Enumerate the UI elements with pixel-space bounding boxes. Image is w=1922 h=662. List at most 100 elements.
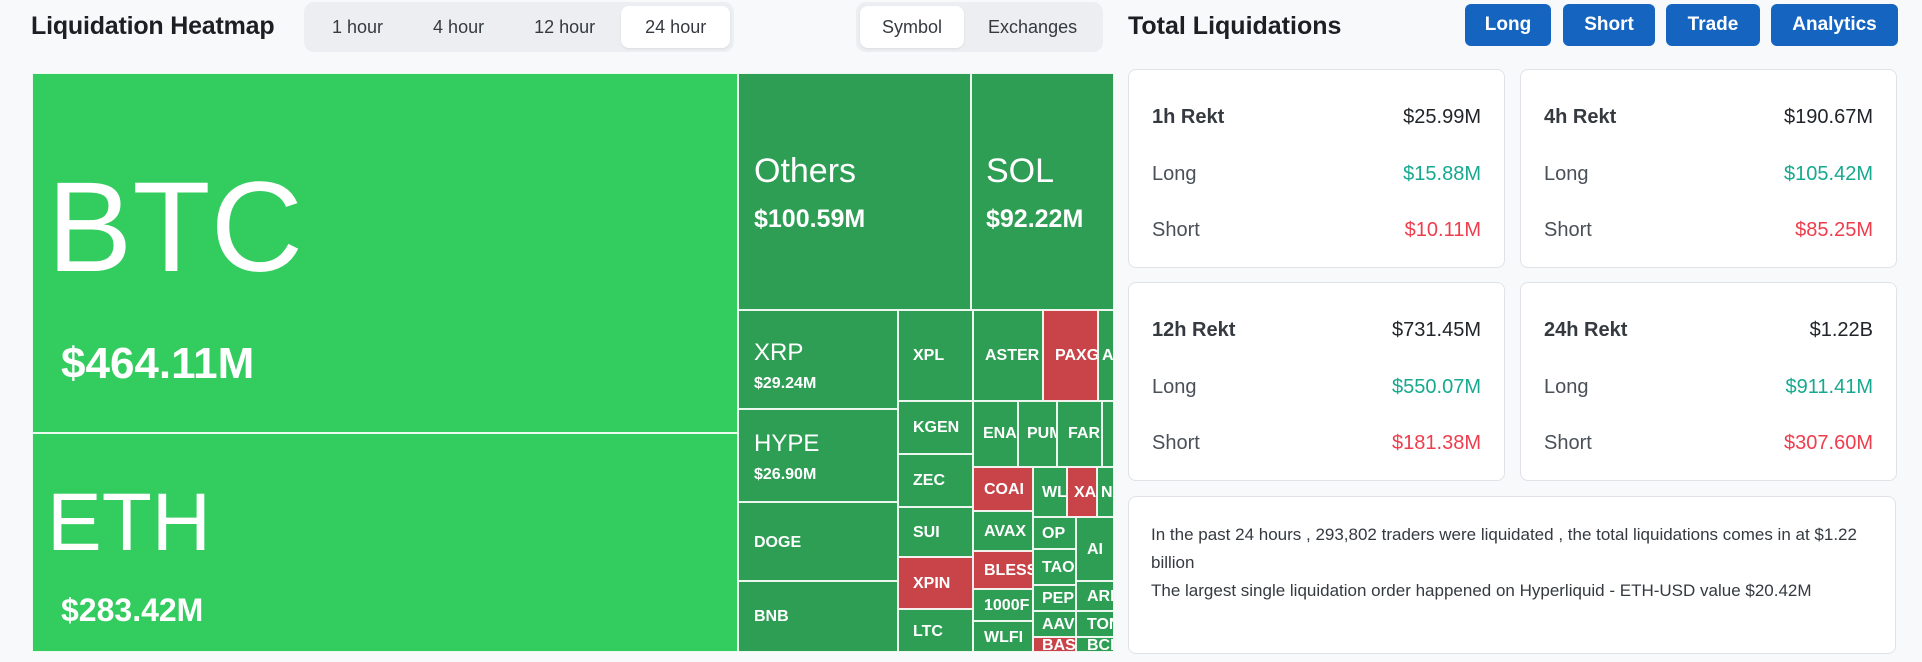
tile-symbol: TON <box>1087 616 1113 633</box>
tile-symbol: A <box>1102 347 1114 364</box>
treemap-tile-n[interactable]: N <box>1097 467 1114 517</box>
short-label: Short <box>1544 432 1592 454</box>
treemap-tile-bnb[interactable]: BNB <box>738 581 898 652</box>
tile-symbol: COAI <box>984 481 1024 498</box>
time-option-24h[interactable]: 24 hour <box>621 6 731 48</box>
treemap-tile-bless[interactable]: BLESS <box>973 551 1033 589</box>
tile-symbol: ZEC <box>913 472 945 489</box>
tile-symbol: FAR <box>1068 425 1100 442</box>
time-option-1h[interactable]: 1 hour <box>332 16 384 37</box>
treemap-tile-coai[interactable]: COAI <box>973 467 1033 511</box>
short-label: Short <box>1152 219 1200 241</box>
tile-symbol: N <box>1101 484 1113 501</box>
tile-symbol: SUI <box>913 524 940 541</box>
treemap-tile-sui[interactable]: SUI <box>898 507 973 557</box>
treemap-tile-bch[interactable]: BCH <box>1076 637 1114 652</box>
treemap-tile-far[interactable]: FAR <box>1057 401 1102 467</box>
treemap-tile-op[interactable]: OP <box>1033 517 1076 549</box>
treemap-tile-kgen[interactable]: KGEN <box>898 401 973 454</box>
analytics-button[interactable]: Analytics <box>1771 4 1898 46</box>
tile-value: $29.24M <box>754 375 817 392</box>
treemap-tile-xpl[interactable]: XPL <box>898 310 973 401</box>
rekt-card-24h: 24h Rekt $1.22B Long $911.41M Short $307.60… <box>1520 282 1897 481</box>
heatmap-title: Liquidation Heatmap <box>31 12 275 40</box>
view-option-symbol[interactable]: Symbol <box>860 6 965 48</box>
treemap-tile-ena[interactable]: ENA <box>973 401 1018 467</box>
view-option-exchanges[interactable]: Exchanges <box>988 16 1078 37</box>
treemap-tile-doge[interactable]: DOGE <box>738 502 898 581</box>
card-total: $190.67M <box>1784 106 1873 128</box>
treemap-tile-hype[interactable]: HYPE $26.90M <box>738 409 898 502</box>
liquidation-treemap: BTC $464.11M ETH $283.42M Others $100.59… <box>32 73 1114 652</box>
treemap-tile-1000f[interactable]: 1000F <box>973 589 1033 621</box>
tile-symbol: ARI <box>1087 588 1114 605</box>
long-button[interactable]: Long <box>1465 4 1551 46</box>
tile-value: $26.90M <box>754 466 817 483</box>
treemap-tile-others[interactable]: Others $100.59M <box>738 73 971 310</box>
treemap-tile-xrp[interactable]: XRP $29.24M <box>738 310 898 409</box>
view-mode-selector: Symbol Exchanges <box>856 2 1104 52</box>
rekt-card-4h: 4h Rekt $190.67M Long $105.42M Short $85.25… <box>1520 69 1897 268</box>
long-value: $550.07M <box>1392 376 1481 398</box>
treemap-tile-ltc[interactable]: LTC <box>898 609 973 652</box>
treemap-tile-tao[interactable]: TAO <box>1033 549 1076 585</box>
treemap-tile-avax[interactable]: AVAX <box>973 511 1033 551</box>
tile-symbol: BTC <box>47 156 303 299</box>
treemap-tile-btc[interactable]: BTC $464.11M <box>32 73 738 433</box>
tile-symbol: 1000F <box>984 597 1030 614</box>
tile-symbol: KGEN <box>913 419 960 436</box>
card-total: $731.45M <box>1392 319 1481 341</box>
short-button[interactable]: Short <box>1563 4 1655 46</box>
treemap-tile-sol[interactable]: SOL $92.22M <box>971 73 1114 310</box>
tile-symbol: SOL <box>986 152 1055 190</box>
short-value: $10.11M <box>1404 219 1481 241</box>
treemap-tile-misc-1[interactable] <box>1102 401 1114 467</box>
tile-value: $100.59M <box>754 205 866 233</box>
long-label: Long <box>1152 163 1197 185</box>
time-option-4h[interactable]: 4 hour <box>433 16 485 37</box>
tile-value: $92.22M <box>986 205 1084 233</box>
tile-symbol: ETH <box>47 477 211 568</box>
card-label: 24h Rekt <box>1544 319 1628 341</box>
card-total: $25.99M <box>1403 106 1481 128</box>
tile-symbol: PAXG <box>1055 347 1098 364</box>
treemap-tile-bas[interactable]: BAS <box>1033 637 1076 652</box>
long-value: $15.88M <box>1403 163 1481 185</box>
short-value: $85.25M <box>1795 219 1873 241</box>
long-value: $911.41M <box>1785 376 1873 398</box>
long-label: Long <box>1544 376 1589 398</box>
treemap-tile-zec[interactable]: ZEC <box>898 454 973 507</box>
tile-symbol: AI <box>1087 541 1103 558</box>
tile-symbol: DOGE <box>754 534 802 551</box>
rekt-card-1h: 1h Rekt $25.99M Long $15.88M Short $10.11M <box>1128 69 1505 268</box>
treemap-tile-ari[interactable]: ARI <box>1076 581 1114 611</box>
treemap-tile-wl[interactable]: WL <box>1033 467 1067 517</box>
tile-symbol: AAVE <box>1042 616 1075 633</box>
tile-symbol: OP <box>1042 525 1066 542</box>
tile-symbol: XRP <box>754 339 804 366</box>
tile-symbol: BLESS <box>984 562 1033 579</box>
treemap-tile-xa[interactable]: XA <box>1067 467 1097 517</box>
tile-symbol: PEPE <box>1042 590 1075 607</box>
treemap-tile-ton[interactable]: TON <box>1076 611 1114 637</box>
treemap-tile-aster[interactable]: ASTER <box>973 310 1043 401</box>
time-option-12h[interactable]: 12 hour <box>534 16 596 37</box>
treemap-tile-aave[interactable]: AAVE <box>1033 611 1076 637</box>
summary-traders-text: In the past 24 hours , 293,802 traders w… <box>1151 525 1857 572</box>
short-label: Short <box>1544 219 1592 241</box>
treemap-tile-wlfi[interactable]: WLFI <box>973 621 1033 652</box>
treemap-tile-eth[interactable]: ETH $283.42M <box>32 433 738 652</box>
treemap-tile-paxg[interactable]: PAXG <box>1043 310 1098 401</box>
card-label: 1h Rekt <box>1152 106 1225 128</box>
treemap-tile-ai[interactable]: AI <box>1076 517 1114 581</box>
treemap-tile-pump[interactable]: PUM <box>1018 401 1057 467</box>
trade-button[interactable]: Trade <box>1666 4 1760 46</box>
short-value: $181.38M <box>1392 432 1481 454</box>
treemap-tile-a[interactable]: A <box>1098 310 1114 401</box>
treemap-tile-pepe[interactable]: PEPE <box>1033 585 1076 611</box>
card-label: 12h Rekt <box>1152 319 1236 341</box>
liquidation-summary: In the past 24 hours , 293,802 traders w… <box>1128 496 1896 654</box>
card-total: $1.22B <box>1809 319 1873 341</box>
treemap-tile-xpin[interactable]: XPIN <box>898 557 973 609</box>
